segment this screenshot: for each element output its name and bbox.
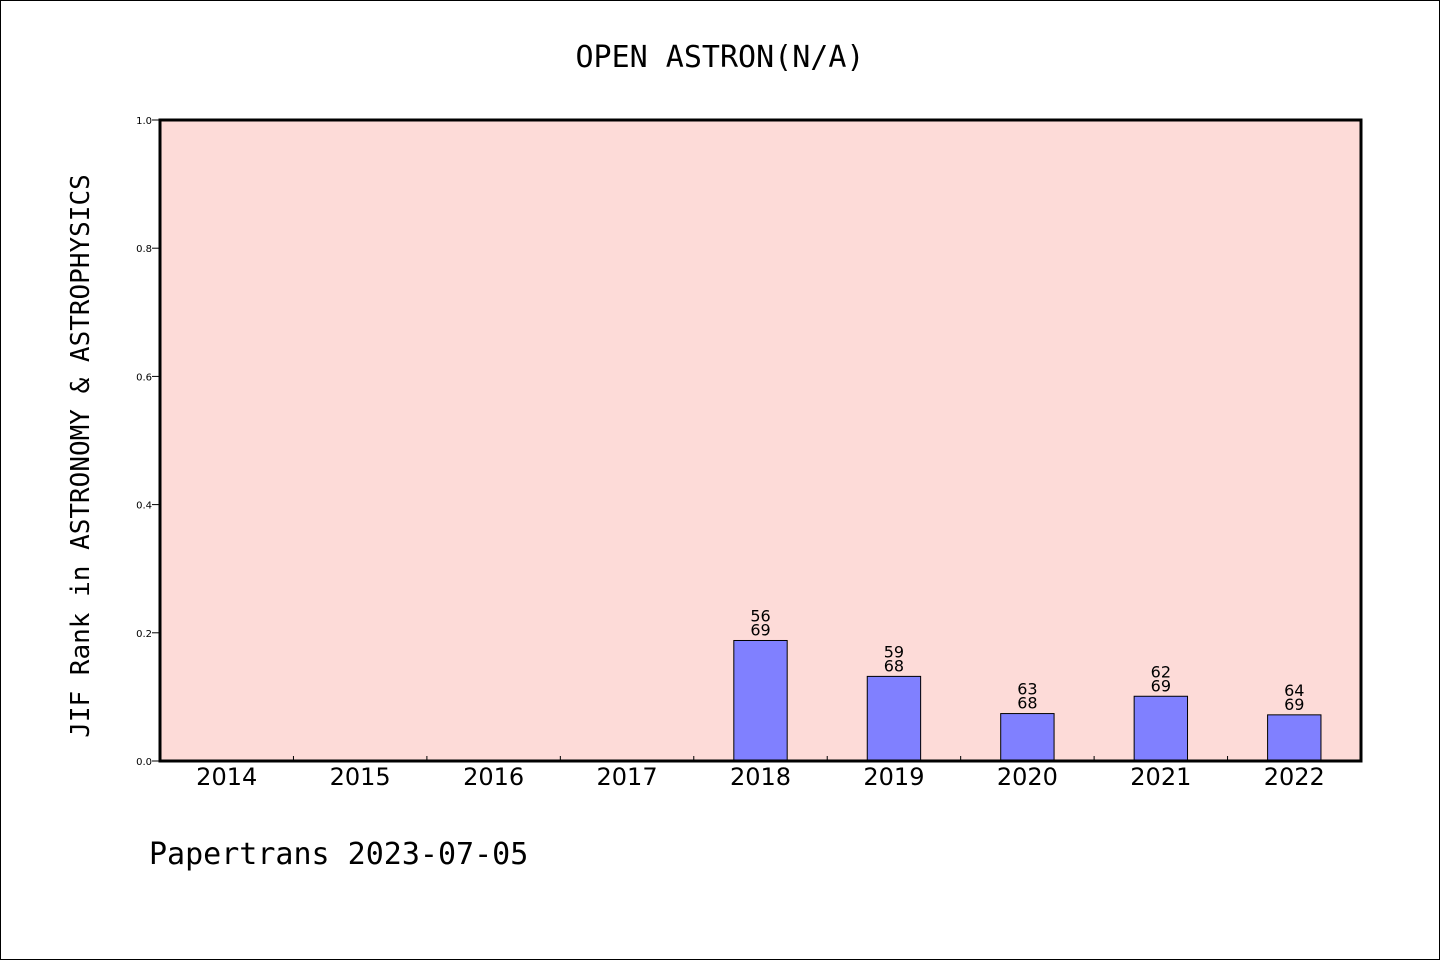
bar bbox=[866, 675, 922, 762]
bar-total-label: 69 bbox=[750, 620, 770, 639]
footer-text: Papertrans 2023-07-05 bbox=[149, 837, 528, 872]
bar-rank-label: 62 bbox=[1151, 662, 1171, 681]
x-tick-label: 2015 bbox=[330, 763, 391, 791]
y-tick-label: 0.8 bbox=[136, 244, 152, 255]
y-axis-ticks: 0.0 0.2 0.4 0.6 0.8 1.0 bbox=[136, 116, 160, 768]
bar-rank-label: 56 bbox=[750, 606, 770, 625]
x-tick-label: 2020 bbox=[997, 763, 1058, 791]
x-tick-label: 2014 bbox=[196, 763, 257, 791]
x-tick-label: 2021 bbox=[1130, 763, 1191, 791]
x-tick-label: 2019 bbox=[863, 763, 924, 791]
x-axis-ticks: 2014 2015 2016 2017 2018 2019 2020 2021 2022 bbox=[196, 756, 1325, 791]
plot-border bbox=[158, 118, 1363, 763]
bar-total-label: 69 bbox=[1151, 676, 1171, 695]
bars-group bbox=[733, 639, 1322, 762]
bar bbox=[1000, 713, 1055, 762]
bar-total-label: 69 bbox=[1284, 695, 1304, 714]
y-tick-label: 0.4 bbox=[136, 501, 152, 512]
y-tick-label: 0.6 bbox=[136, 372, 152, 383]
bar-total-label: 68 bbox=[884, 656, 904, 675]
chart-title: OPEN ASTRON(N/A) bbox=[576, 40, 865, 75]
bar bbox=[1267, 714, 1322, 762]
x-tick-label: 2016 bbox=[463, 763, 524, 791]
y-tick-label: 0.2 bbox=[136, 629, 152, 640]
bar-total-label: 68 bbox=[1017, 694, 1037, 713]
y-tick-label: 0.0 bbox=[136, 757, 152, 768]
bar bbox=[1133, 695, 1189, 762]
x-tick-label: 2022 bbox=[1264, 763, 1325, 791]
y-tick-label: 1.0 bbox=[136, 116, 152, 127]
bar-rank-label: 63 bbox=[1017, 680, 1037, 699]
x-tick-label: 2018 bbox=[730, 763, 791, 791]
bar-rank-label: 59 bbox=[884, 642, 904, 661]
bar bbox=[733, 639, 788, 762]
y-axis-label: JIF Rank in ASTRONOMY & ASTROPHYSICS bbox=[66, 174, 96, 738]
bar-rank-label: 64 bbox=[1284, 681, 1304, 700]
x-tick-label: 2017 bbox=[597, 763, 658, 791]
